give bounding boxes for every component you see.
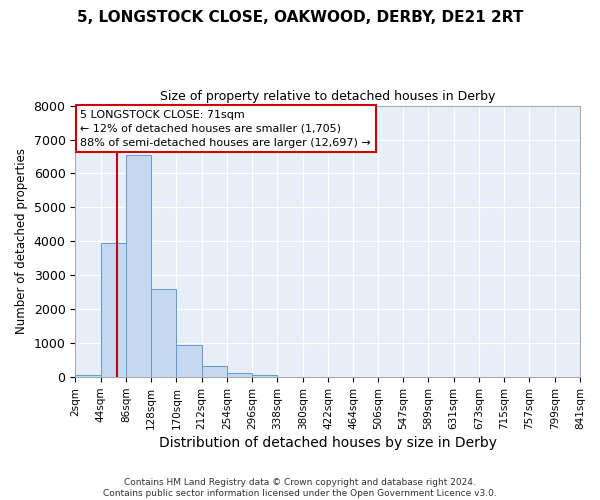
Text: 5 LONGSTOCK CLOSE: 71sqm
← 12% of detached houses are smaller (1,705)
88% of sem: 5 LONGSTOCK CLOSE: 71sqm ← 12% of detach…	[80, 110, 371, 148]
Text: 5, LONGSTOCK CLOSE, OAKWOOD, DERBY, DE21 2RT: 5, LONGSTOCK CLOSE, OAKWOOD, DERBY, DE21…	[77, 10, 523, 25]
Bar	[202, 366, 227, 377]
Bar	[101, 243, 126, 377]
Bar	[126, 155, 151, 377]
Bar	[151, 289, 176, 377]
Bar	[75, 374, 101, 377]
Title: Size of property relative to detached houses in Derby: Size of property relative to detached ho…	[160, 90, 496, 103]
X-axis label: Distribution of detached houses by size in Derby: Distribution of detached houses by size …	[158, 436, 497, 450]
Bar	[176, 344, 202, 377]
Bar	[227, 373, 252, 377]
Text: Contains HM Land Registry data © Crown copyright and database right 2024.
Contai: Contains HM Land Registry data © Crown c…	[103, 478, 497, 498]
Bar	[252, 374, 277, 377]
Y-axis label: Number of detached properties: Number of detached properties	[15, 148, 28, 334]
